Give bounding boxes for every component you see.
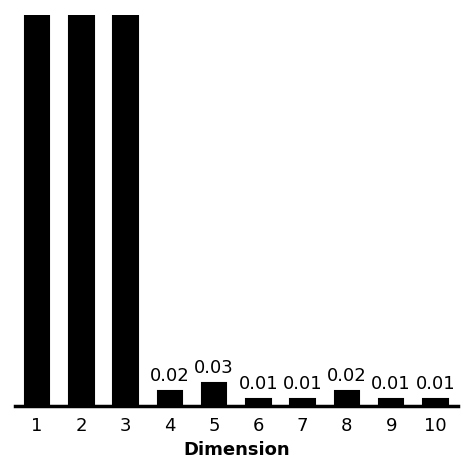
Bar <box>423 399 447 406</box>
Text: 0.01: 0.01 <box>371 374 411 392</box>
Text: 0.01: 0.01 <box>416 374 455 392</box>
Bar <box>113 0 138 406</box>
Bar <box>335 391 359 406</box>
Bar <box>158 391 182 406</box>
Text: 0.02: 0.02 <box>150 367 190 385</box>
X-axis label: Dimension: Dimension <box>183 441 290 459</box>
Text: 0.02: 0.02 <box>327 367 367 385</box>
Text: 0.01: 0.01 <box>283 374 322 392</box>
Bar <box>379 399 403 406</box>
Bar <box>246 399 271 406</box>
Text: 0.03: 0.03 <box>194 359 234 377</box>
Bar <box>202 383 226 406</box>
Text: 0.01: 0.01 <box>238 374 278 392</box>
Bar <box>291 399 315 406</box>
Bar <box>25 0 49 406</box>
Bar <box>69 0 93 406</box>
